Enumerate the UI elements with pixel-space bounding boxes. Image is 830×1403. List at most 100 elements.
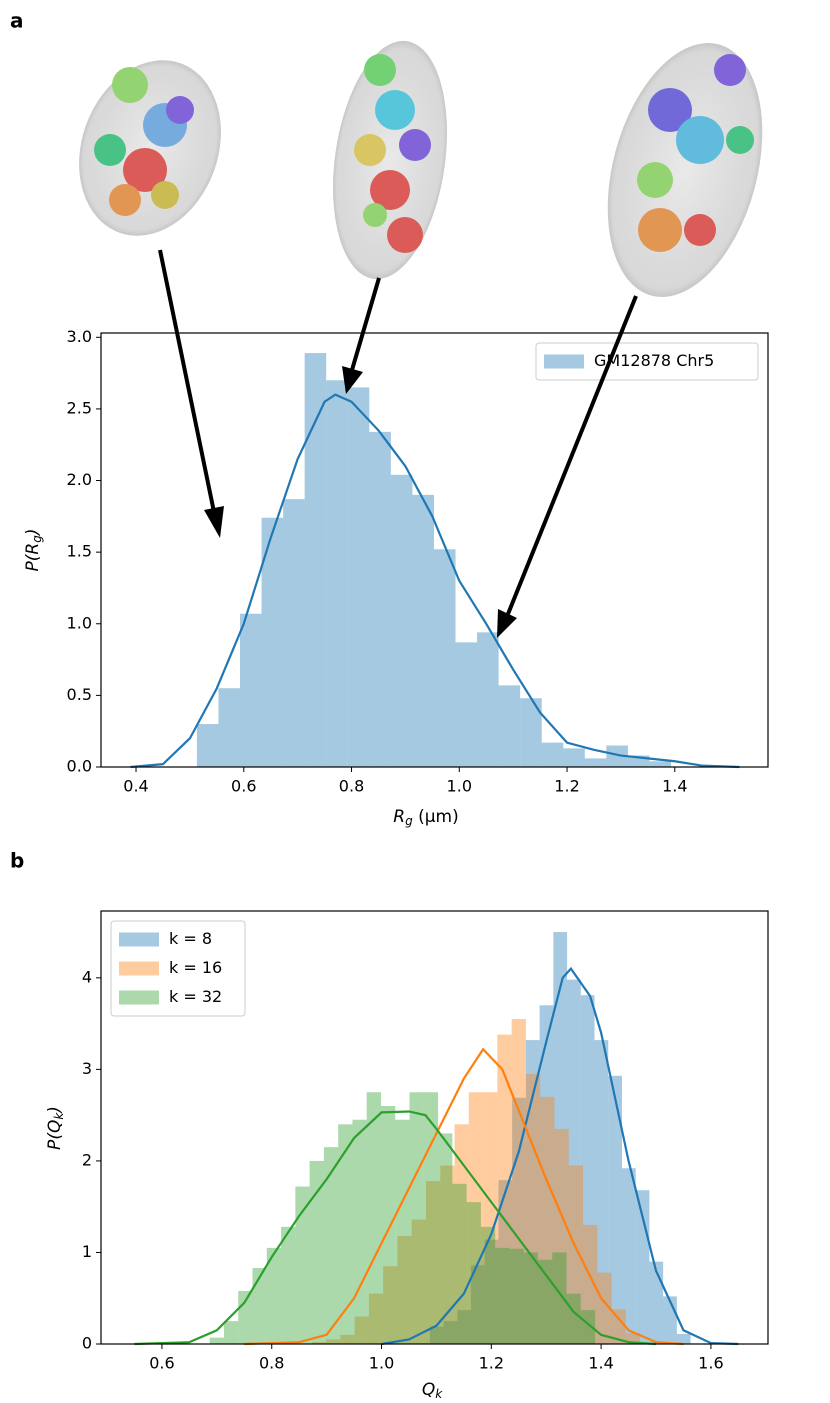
y-tick-label: 0.0	[67, 757, 92, 776]
histogram-bar	[429, 1326, 444, 1344]
x-tick-label: 1.4	[662, 777, 687, 796]
histogram-bar	[552, 1252, 567, 1344]
histogram-bar	[676, 1333, 691, 1344]
kde-curve	[381, 966, 739, 1346]
x-tick-label: 0.8	[259, 1354, 284, 1373]
panel-label: b	[10, 849, 24, 873]
legend-label: GM12878 Chr5	[594, 351, 714, 370]
histogram-bar	[309, 1160, 324, 1344]
histogram-bar	[568, 1165, 583, 1344]
histogram-bar	[498, 1180, 513, 1344]
histogram-bar	[423, 1092, 439, 1344]
histogram-bar	[425, 1181, 441, 1344]
histogram-bar	[582, 1224, 598, 1344]
histogram-bar	[209, 1337, 224, 1344]
legend-swatch	[119, 990, 159, 1005]
histogram-bar	[525, 1073, 541, 1344]
x-tick-label: 1.4	[588, 1354, 613, 1373]
histogram-bar	[477, 632, 499, 767]
histogram-bar	[483, 1092, 498, 1344]
histogram-bar	[240, 613, 262, 767]
histogram-bar	[283, 499, 305, 767]
histogram-bar	[484, 1239, 499, 1344]
histogram-bar	[261, 517, 284, 767]
legend-swatch	[119, 932, 159, 947]
plot-frame	[100, 910, 769, 1345]
histogram-bar	[354, 1316, 369, 1344]
histogram-bar	[433, 549, 456, 767]
histogram-bar	[304, 353, 327, 767]
histogram-bar	[621, 1168, 636, 1344]
histogram-bar	[440, 1165, 455, 1344]
histogram-bar	[409, 1092, 424, 1344]
histogram-bar	[495, 1247, 510, 1344]
histogram-bar	[323, 1147, 339, 1344]
legend-swatch	[544, 354, 584, 369]
y-tick-label: 2.0	[67, 470, 92, 489]
histogram-bar	[480, 1226, 496, 1344]
histogram-bar	[347, 387, 370, 767]
histogram-bar	[627, 755, 650, 767]
histogram-bar	[397, 1235, 412, 1344]
x-tick-label: 1.0	[369, 1354, 394, 1373]
histogram-bar	[584, 758, 607, 767]
histogram-bar	[523, 1252, 538, 1344]
x-axis-label-part: R	[393, 807, 405, 827]
x-axis-label-part: Q	[422, 1380, 435, 1400]
histogram-bar	[266, 1247, 282, 1344]
histogram-bar	[606, 745, 628, 767]
histogram-bar	[497, 1034, 512, 1344]
y-tick-label: 4	[82, 967, 92, 986]
histogram-bar	[395, 1119, 410, 1344]
histogram-bar	[368, 1293, 384, 1344]
histogram-bar	[608, 1075, 622, 1344]
histogram-bar	[252, 1268, 267, 1344]
histogram-bar	[649, 761, 672, 767]
y-tick-label: 1.0	[67, 613, 92, 632]
x-tick-label: 1.2	[479, 1354, 504, 1373]
x-axis-label-part: g	[405, 814, 413, 828]
histogram-bar	[443, 1321, 458, 1344]
histogram-bar	[537, 1259, 553, 1344]
y-axis-label: P(Qk)	[45, 1106, 66, 1150]
histogram-bar	[468, 1092, 484, 1344]
histogram-bar	[597, 1272, 612, 1344]
y-tick-label: 1.5	[67, 542, 92, 561]
y-axis-label-part: g	[30, 535, 44, 543]
histogram-bar	[223, 1321, 239, 1344]
legend-label: k = 8	[169, 929, 212, 948]
x-tick-label: 0.8	[339, 777, 364, 796]
legend-label: k = 32	[169, 987, 222, 1006]
x-axis-label: Qk	[422, 1380, 443, 1401]
y-tick-label: 3	[82, 1059, 92, 1078]
y-tick-label: 0	[82, 1334, 92, 1353]
x-axis-label-part: (μm)	[413, 807, 459, 827]
histogram-bar	[520, 698, 542, 767]
histogram-bar	[563, 748, 585, 767]
histogram-bar	[369, 431, 391, 767]
histogram-bar	[649, 1261, 664, 1344]
histogram-bar	[338, 1124, 353, 1344]
x-axis-label: Rg (μm)	[393, 807, 458, 828]
y-axis-label-part: P(	[23, 553, 43, 571]
structure-2	[333, 40, 447, 280]
x-tick-label: 0.6	[149, 1354, 174, 1373]
y-axis-label-part: )	[45, 1106, 65, 1115]
legend-swatch	[119, 961, 159, 976]
histogram-bar	[411, 1219, 426, 1344]
histogram-bar	[380, 1105, 396, 1344]
histogram-bar	[580, 1310, 596, 1344]
histogram-bar	[525, 1040, 540, 1344]
x-tick-label: 1.0	[447, 777, 472, 796]
kde-curve	[134, 1110, 657, 1346]
legend-label: k = 16	[169, 958, 222, 977]
histogram-bar	[340, 1334, 355, 1344]
x-tick-label: 0.4	[123, 777, 148, 796]
histogram-bar	[594, 1040, 609, 1344]
y-tick-label: 3.0	[67, 327, 92, 346]
y-axis-label-part: k	[52, 1112, 66, 1120]
histogram-bar	[471, 1265, 485, 1344]
panel-b: 0.6 0.8 1.0 1.2 1.4 1.6 0 1 2 3 4 k = 8 k = 16 k = 32	[82, 910, 769, 1373]
histogram-bar	[383, 1266, 398, 1344]
histogram-bar	[580, 995, 595, 1344]
